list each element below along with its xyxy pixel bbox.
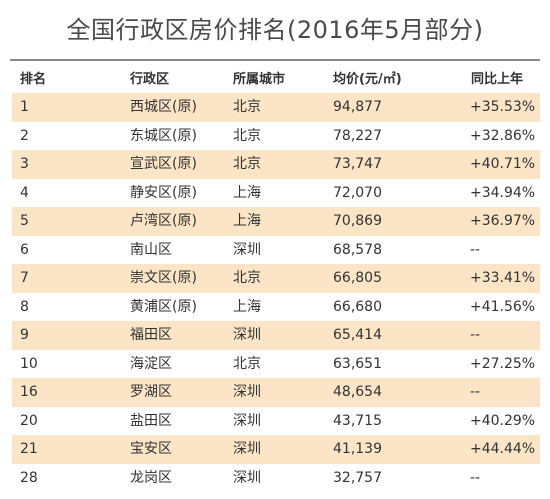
header-city: 所属城市 — [233, 72, 286, 87]
table-row: 3 宣武区(原) 北京 73,747 +40.71% — [12, 150, 540, 179]
cell-rank: 5 — [20, 213, 29, 229]
table-header: 排名 行政区 所属城市 均价(元/㎡) 同比上年 — [12, 66, 540, 93]
cell-city: 北京 — [233, 127, 261, 144]
table-row: 20 盐田区 深圳 43,715 +40.29% — [12, 407, 540, 436]
cell-yoy: +34.94% — [470, 184, 536, 201]
table-row: 2 东城区(原) 北京 78,227 +32.86% — [12, 122, 540, 151]
ranking-table: 排名 行政区 所属城市 均价(元/㎡) 同比上年 1 西城区(原) 北京 94,… — [12, 66, 540, 492]
cell-city: 北京 — [233, 156, 261, 172]
cell-yoy: -- — [470, 384, 481, 400]
cell-price: 66,805 — [333, 270, 382, 286]
cell-price: 65,414 — [333, 327, 382, 343]
header-yoy: 同比上年 — [471, 72, 524, 87]
cell-district: 东城区(原) — [130, 127, 197, 144]
cell-rank: 4 — [20, 184, 29, 201]
cell-rank: 16 — [20, 384, 38, 400]
table-row: 10 海淀区 北京 63,651 +27.25% — [12, 350, 540, 379]
cell-district: 黄浦区(原) — [130, 298, 197, 315]
header-price: 均价(元/㎡) — [333, 72, 402, 87]
table-row: 28 龙岗区 深圳 32,757 -- — [12, 464, 540, 493]
cell-price: 72,070 — [333, 184, 382, 201]
cell-price: 78,227 — [333, 127, 382, 144]
cell-city: 深圳 — [233, 384, 261, 400]
cell-price: 48,654 — [333, 384, 382, 400]
cell-city: 上海 — [233, 184, 261, 201]
cell-rank: 20 — [20, 412, 38, 429]
cell-district: 海淀区 — [130, 355, 172, 372]
table-row: 8 黄浦区(原) 上海 66,680 +41.56% — [12, 293, 540, 322]
cell-district: 宝安区 — [130, 441, 172, 457]
cell-district: 卢湾区(原) — [130, 213, 197, 229]
cell-yoy: +35.53% — [470, 99, 536, 115]
cell-yoy: +33.41% — [470, 270, 536, 286]
cell-city: 深圳 — [233, 441, 261, 457]
cell-city: 深圳 — [233, 241, 261, 258]
table-row: 7 崇文区(原) 北京 66,805 +33.41% — [12, 264, 540, 293]
cell-district: 宣武区(原) — [130, 156, 197, 172]
cell-rank: 6 — [20, 241, 29, 258]
cell-yoy: +44.44% — [470, 441, 536, 457]
table-row: 5 卢湾区(原) 上海 70,869 +36.97% — [12, 207, 540, 236]
cell-rank: 21 — [20, 441, 38, 457]
cell-district: 龙岗区 — [130, 469, 172, 486]
table-row: 6 南山区 深圳 68,578 -- — [12, 236, 540, 265]
cell-price: 43,715 — [333, 412, 382, 429]
cell-yoy: +41.56% — [470, 298, 536, 315]
cell-price: 73,747 — [333, 156, 382, 172]
cell-yoy: -- — [470, 469, 481, 486]
cell-district: 罗湖区 — [130, 384, 172, 400]
cell-rank: 8 — [20, 298, 29, 315]
cell-price: 32,757 — [333, 469, 382, 486]
table-row: 4 静安区(原) 上海 72,070 +34.94% — [12, 179, 540, 208]
cell-rank: 3 — [20, 156, 29, 172]
cell-price: 68,578 — [333, 241, 382, 258]
cell-rank: 10 — [20, 355, 38, 372]
cell-price: 66,680 — [333, 298, 382, 315]
cell-district: 西城区(原) — [130, 99, 197, 115]
table-row: 21 宝安区 深圳 41,139 +44.44% — [12, 435, 540, 464]
cell-city: 深圳 — [233, 412, 261, 429]
cell-district: 崇文区(原) — [130, 270, 197, 286]
cell-yoy: +40.29% — [470, 412, 536, 429]
table-row: 9 福田区 深圳 65,414 -- — [12, 321, 540, 350]
cell-city: 北京 — [233, 99, 261, 115]
page-title: 全国行政区房价排名(2016年5月部分) — [66, 16, 484, 44]
cell-city: 北京 — [233, 270, 261, 286]
cell-yoy: +40.71% — [470, 156, 536, 172]
cell-city: 上海 — [233, 298, 261, 315]
table-row: 16 罗湖区 深圳 48,654 -- — [12, 378, 540, 407]
header-district: 行政区 — [130, 72, 170, 87]
header-rank: 排名 — [20, 72, 47, 87]
cell-price: 94,877 — [333, 99, 382, 115]
cell-district: 静安区(原) — [130, 184, 197, 201]
cell-city: 深圳 — [233, 469, 261, 486]
cell-district: 福田区 — [130, 327, 172, 343]
table-row: 1 西城区(原) 北京 94,877 +35.53% — [12, 93, 540, 122]
cell-rank: 1 — [20, 99, 29, 115]
cell-rank: 9 — [20, 327, 29, 343]
cell-city: 北京 — [233, 355, 261, 372]
cell-yoy: -- — [470, 241, 481, 258]
cell-price: 63,651 — [333, 355, 382, 372]
cell-district: 盐田区 — [130, 412, 172, 429]
cell-yoy: +36.97% — [470, 213, 536, 229]
cell-yoy: +27.25% — [470, 355, 536, 372]
cell-price: 70,869 — [333, 213, 382, 229]
cell-district: 南山区 — [130, 241, 172, 258]
title-divider — [10, 59, 540, 61]
cell-yoy: -- — [470, 327, 481, 343]
cell-rank: 7 — [20, 270, 29, 286]
cell-rank: 2 — [20, 127, 29, 144]
cell-price: 41,139 — [333, 441, 382, 457]
cell-yoy: +32.86% — [470, 127, 536, 144]
cell-city: 上海 — [233, 213, 261, 229]
cell-city: 深圳 — [233, 327, 261, 343]
cell-rank: 28 — [20, 469, 38, 486]
